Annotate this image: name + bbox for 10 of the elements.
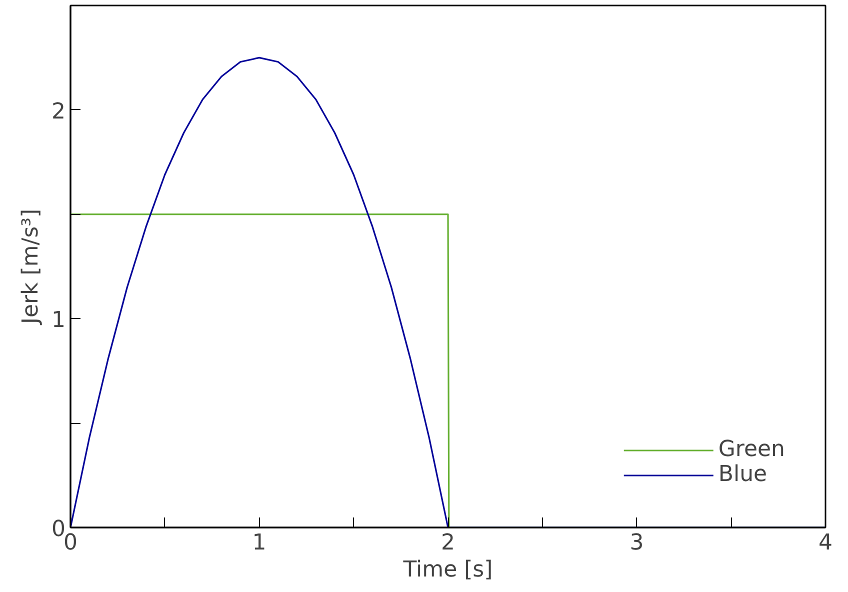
y-tick-label: 1 bbox=[52, 308, 66, 334]
legend-label: Green bbox=[718, 437, 785, 462]
y-tick-label: 2 bbox=[52, 99, 66, 124]
x-tick-label: 3 bbox=[630, 530, 644, 556]
x-tick-label: 4 bbox=[818, 530, 832, 556]
x-tick-label: 1 bbox=[252, 530, 266, 556]
y-axis-title: Jerk [m/s³] bbox=[18, 208, 44, 326]
x-axis-title: Time [s] bbox=[402, 558, 493, 582]
legend-label: Blue bbox=[718, 462, 768, 487]
x-tick-label: 2 bbox=[441, 530, 455, 556]
